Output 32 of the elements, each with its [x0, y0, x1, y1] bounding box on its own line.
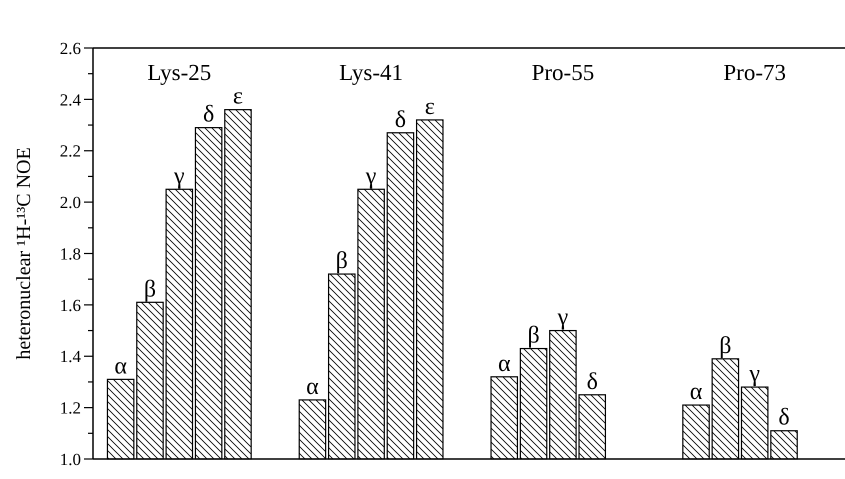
x-tick-label: Lys-41	[339, 60, 404, 85]
text: α	[690, 379, 702, 406]
text: β	[527, 322, 540, 349]
y-tick-label: 1.8	[60, 244, 81, 264]
y-tick-label: 2.6	[60, 38, 81, 58]
text: γ	[749, 361, 760, 388]
x-tick-label: Pro-55	[532, 60, 594, 85]
series-label: ε	[232, 84, 244, 110]
y-tick-label: 1.2	[60, 398, 81, 418]
y-tick-label: 2.0	[60, 193, 81, 212]
y-axis-title: heteronuclear ¹H-¹³C NOE	[13, 147, 35, 360]
text: γ	[558, 304, 568, 331]
text: δ	[778, 404, 790, 431]
series-label: δ	[202, 102, 214, 128]
text: β	[336, 248, 348, 274]
x-tick-label: Lys-25	[147, 60, 212, 85]
series-label: γ	[173, 163, 186, 190]
x-tick-label: Pro-73	[723, 60, 786, 85]
text: γ	[366, 163, 376, 190]
text: δ	[586, 368, 598, 395]
y-tick-label: 1.6	[60, 296, 81, 315]
text: α	[306, 374, 319, 400]
text: β	[719, 332, 732, 359]
y-tick-label: 1.4	[60, 347, 82, 366]
text: δ	[394, 106, 406, 133]
text: α	[498, 350, 511, 377]
y-tick-label: 1.0	[60, 450, 81, 469]
series-label: α	[114, 353, 128, 380]
text: ε	[424, 94, 435, 120]
y-tick-label: 2.2	[60, 142, 81, 161]
series-label: β	[144, 276, 156, 302]
y-tick-label: 2.4	[60, 90, 82, 110]
